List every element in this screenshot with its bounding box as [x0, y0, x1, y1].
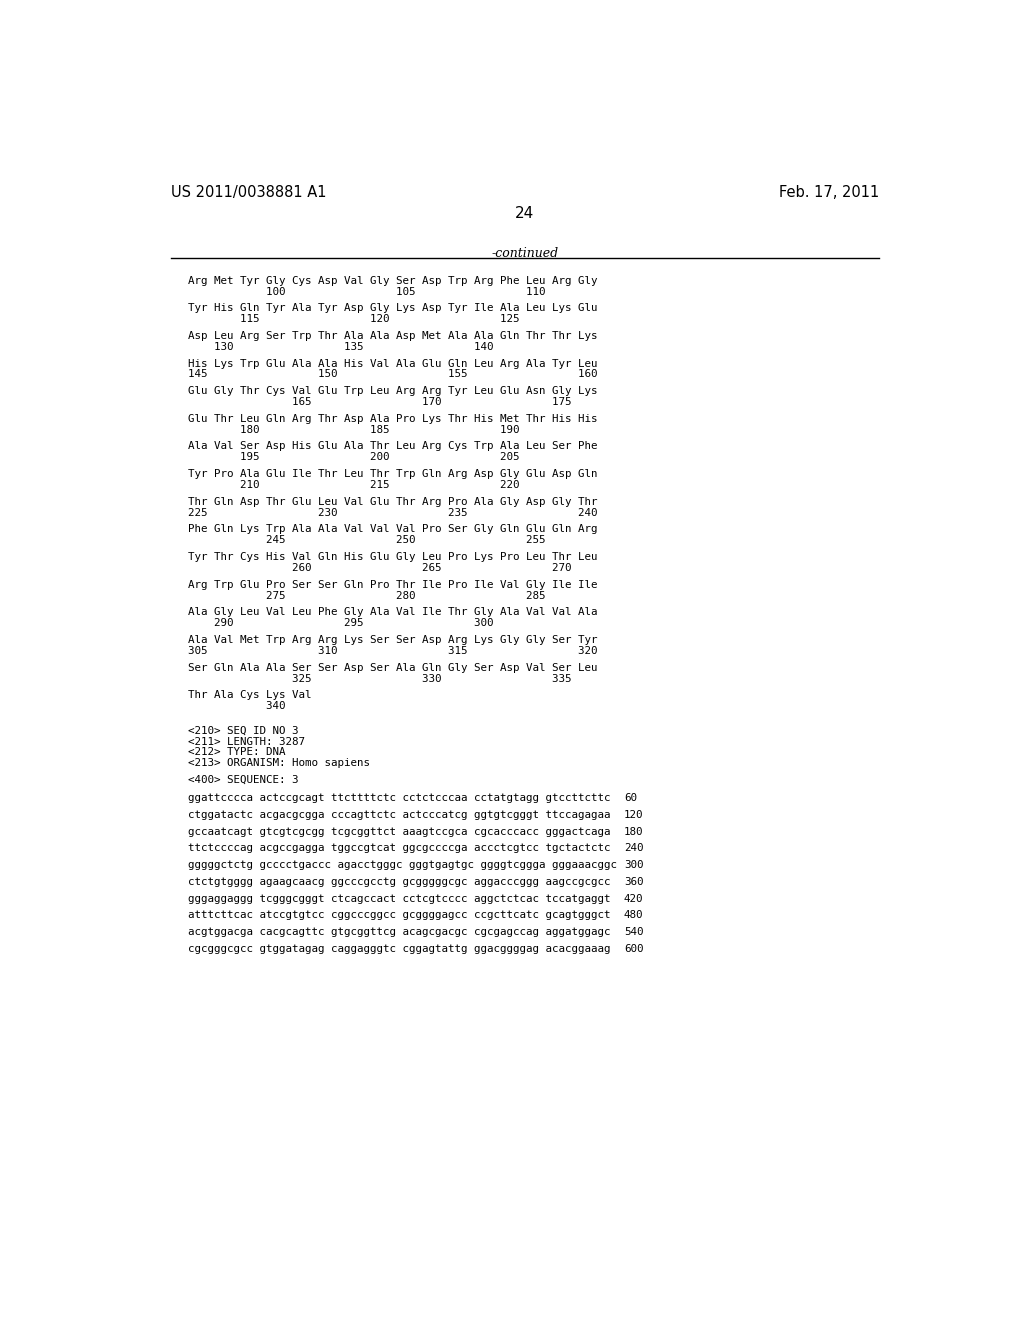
Text: US 2011/0038881 A1: US 2011/0038881 A1	[171, 185, 326, 201]
Text: 275                 280                 285: 275 280 285	[188, 590, 546, 601]
Text: 120: 120	[624, 810, 643, 820]
Text: atttcttcac atccgtgtcc cggcccggcc gcggggagcc ccgcttcatc gcagtgggct: atttcttcac atccgtgtcc cggcccggcc gcgggga…	[188, 911, 611, 920]
Text: Ala Val Met Trp Arg Arg Lys Ser Ser Asp Arg Lys Gly Gly Ser Tyr: Ala Val Met Trp Arg Arg Lys Ser Ser Asp …	[188, 635, 598, 645]
Text: Arg Met Tyr Gly Cys Asp Val Gly Ser Asp Trp Arg Phe Leu Arg Gly: Arg Met Tyr Gly Cys Asp Val Gly Ser Asp …	[188, 276, 598, 285]
Text: 60: 60	[624, 793, 637, 804]
Text: 100                 105                 110: 100 105 110	[188, 286, 546, 297]
Text: 300: 300	[624, 861, 643, 870]
Text: ctctgtgggg agaagcaacg ggcccgcctg gcgggggcgc aggacccggg aagccgcgcc: ctctgtgggg agaagcaacg ggcccgcctg gcggggg…	[188, 876, 611, 887]
Text: 245                 250                 255: 245 250 255	[188, 536, 546, 545]
Text: 360: 360	[624, 876, 643, 887]
Text: 195                 200                 205: 195 200 205	[188, 453, 520, 462]
Text: ttctccccag acgccgagga tggccgtcat ggcgccccga accctcgtcc tgctactctc: ttctccccag acgccgagga tggccgtcat ggcgccc…	[188, 843, 611, 854]
Text: Thr Gln Asp Thr Glu Leu Val Glu Thr Arg Pro Ala Gly Asp Gly Thr: Thr Gln Asp Thr Glu Leu Val Glu Thr Arg …	[188, 496, 598, 507]
Text: gccaatcagt gtcgtcgcgg tcgcggttct aaagtccgca cgcacccacc gggactcaga: gccaatcagt gtcgtcgcgg tcgcggttct aaagtcc…	[188, 826, 611, 837]
Text: 325                 330                 335: 325 330 335	[188, 673, 572, 684]
Text: gggaggaggg tcgggcgggt ctcagccact cctcgtcccc aggctctcac tccatgaggt: gggaggaggg tcgggcgggt ctcagccact cctcgtc…	[188, 894, 611, 904]
Text: Tyr Pro Ala Glu Ile Thr Leu Thr Trp Gln Arg Asp Gly Glu Asp Gln: Tyr Pro Ala Glu Ile Thr Leu Thr Trp Gln …	[188, 469, 598, 479]
Text: Tyr Thr Cys His Val Gln His Glu Gly Leu Pro Lys Pro Leu Thr Leu: Tyr Thr Cys His Val Gln His Glu Gly Leu …	[188, 552, 598, 562]
Text: acgtggacga cacgcagttc gtgcggttcg acagcgacgc cgcgagccag aggatggagc: acgtggacga cacgcagttc gtgcggttcg acagcga…	[188, 927, 611, 937]
Text: Phe Gln Lys Trp Ala Ala Val Val Val Pro Ser Gly Gln Glu Gln Arg: Phe Gln Lys Trp Ala Ala Val Val Val Pro …	[188, 524, 598, 535]
Text: 130                 135                 140: 130 135 140	[188, 342, 494, 352]
Text: Arg Trp Glu Pro Ser Ser Gln Pro Thr Ile Pro Ile Val Gly Ile Ile: Arg Trp Glu Pro Ser Ser Gln Pro Thr Ile …	[188, 579, 598, 590]
Text: Glu Gly Thr Cys Val Glu Trp Leu Arg Arg Tyr Leu Glu Asn Gly Lys: Glu Gly Thr Cys Val Glu Trp Leu Arg Arg …	[188, 387, 598, 396]
Text: <213> ORGANISM: Homo sapiens: <213> ORGANISM: Homo sapiens	[188, 759, 371, 768]
Text: -continued: -continued	[492, 247, 558, 260]
Text: 240: 240	[624, 843, 643, 854]
Text: 305                 310                 315                 320: 305 310 315 320	[188, 645, 598, 656]
Text: 115                 120                 125: 115 120 125	[188, 314, 520, 325]
Text: 225                 230                 235                 240: 225 230 235 240	[188, 508, 598, 517]
Text: 24: 24	[515, 206, 535, 222]
Text: 165                 170                 175: 165 170 175	[188, 397, 572, 407]
Text: 480: 480	[624, 911, 643, 920]
Text: ctggatactc acgacgcgga cccagttctc actcccatcg ggtgtcgggt ttccagagaa: ctggatactc acgacgcgga cccagttctc actccca…	[188, 810, 611, 820]
Text: <400> SEQUENCE: 3: <400> SEQUENCE: 3	[188, 775, 299, 784]
Text: Feb. 17, 2011: Feb. 17, 2011	[778, 185, 879, 201]
Text: 540: 540	[624, 927, 643, 937]
Text: <212> TYPE: DNA: <212> TYPE: DNA	[188, 747, 286, 758]
Text: His Lys Trp Glu Ala Ala His Val Ala Glu Gln Leu Arg Ala Tyr Leu: His Lys Trp Glu Ala Ala His Val Ala Glu …	[188, 359, 598, 368]
Text: 210                 215                 220: 210 215 220	[188, 480, 520, 490]
Text: Asp Leu Arg Ser Trp Thr Ala Ala Asp Met Ala Ala Gln Thr Thr Lys: Asp Leu Arg Ser Trp Thr Ala Ala Asp Met …	[188, 331, 598, 341]
Text: 180                 185                 190: 180 185 190	[188, 425, 520, 434]
Text: Ala Gly Leu Val Leu Phe Gly Ala Val Ile Thr Gly Ala Val Val Ala: Ala Gly Leu Val Leu Phe Gly Ala Val Ile …	[188, 607, 598, 618]
Text: Ser Gln Ala Ala Ser Ser Asp Ser Ala Gln Gly Ser Asp Val Ser Leu: Ser Gln Ala Ala Ser Ser Asp Ser Ala Gln …	[188, 663, 598, 673]
Text: 420: 420	[624, 894, 643, 904]
Text: 180: 180	[624, 826, 643, 837]
Text: 340: 340	[188, 701, 286, 711]
Text: Ala Val Ser Asp His Glu Ala Thr Leu Arg Cys Trp Ala Leu Ser Phe: Ala Val Ser Asp His Glu Ala Thr Leu Arg …	[188, 441, 598, 451]
Text: gggggctctg gcccctgaccc agacctgggc gggtgagtgc ggggtcggga gggaaacggc: gggggctctg gcccctgaccc agacctgggc gggtga…	[188, 861, 617, 870]
Text: 145                 150                 155                 160: 145 150 155 160	[188, 370, 598, 379]
Text: Tyr His Gln Tyr Ala Tyr Asp Gly Lys Asp Tyr Ile Ala Leu Lys Glu: Tyr His Gln Tyr Ala Tyr Asp Gly Lys Asp …	[188, 304, 598, 313]
Text: ggattcccca actccgcagt ttcttttctc cctctcccaa cctatgtagg gtccttcttc: ggattcccca actccgcagt ttcttttctc cctctcc…	[188, 793, 611, 804]
Text: Glu Thr Leu Gln Arg Thr Asp Ala Pro Lys Thr His Met Thr His His: Glu Thr Leu Gln Arg Thr Asp Ala Pro Lys …	[188, 413, 598, 424]
Text: 290                 295                 300: 290 295 300	[188, 618, 494, 628]
Text: <210> SEQ ID NO 3: <210> SEQ ID NO 3	[188, 726, 299, 735]
Text: <211> LENGTH: 3287: <211> LENGTH: 3287	[188, 737, 305, 747]
Text: cgcgggcgcc gtggatagag caggagggtc cggagtattg ggacggggag acacggaaag: cgcgggcgcc gtggatagag caggagggtc cggagta…	[188, 944, 611, 954]
Text: 600: 600	[624, 944, 643, 954]
Text: 260                 265                 270: 260 265 270	[188, 562, 572, 573]
Text: Thr Ala Cys Lys Val: Thr Ala Cys Lys Val	[188, 690, 312, 700]
